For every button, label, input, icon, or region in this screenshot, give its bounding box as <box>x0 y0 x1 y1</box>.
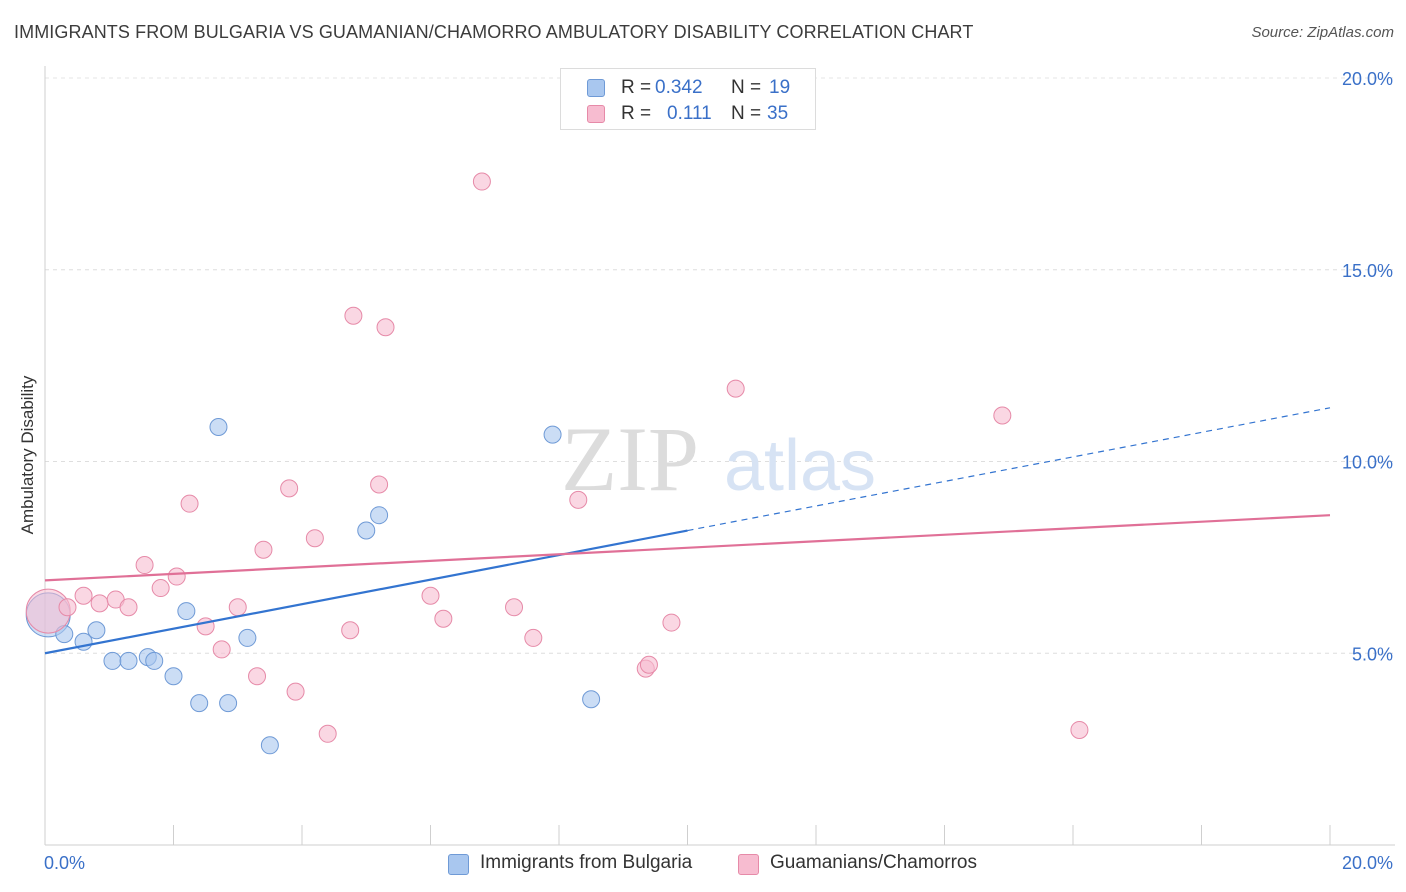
y-tick-label: 10.0% <box>1342 453 1393 473</box>
tick-labels: 5.0% 10.0% 15.0% 20.0% 0.0% 20.0% <box>44 69 1393 873</box>
point-guamanian <box>254 540 273 559</box>
watermark: ZIP atlas <box>561 408 876 510</box>
point-bulgaria <box>177 602 196 621</box>
chart-title: IMMIGRANTS FROM BULGARIA VS GUAMANIAN/CH… <box>14 22 974 42</box>
point-guamanian <box>228 598 247 617</box>
legend-n-value: 35 <box>767 103 789 124</box>
point-guamanian <box>370 475 389 494</box>
y-axis-label: Ambulatory Disability <box>18 375 37 535</box>
legend-label-guamanian: Guamanians/Chamorros <box>770 852 977 873</box>
point-guamanian <box>376 318 395 337</box>
axes <box>44 66 1395 846</box>
legend-n-value: 19 <box>769 77 791 98</box>
point-guamanian <box>639 655 658 674</box>
point-guamanian <box>341 621 360 640</box>
point-guamanian <box>344 306 363 325</box>
point-guamanian <box>524 628 543 647</box>
trend-line-bulgaria <box>44 529 688 655</box>
point-guamanian <box>726 379 745 398</box>
point-guamanian <box>280 479 299 498</box>
y-tick-label: 15.0% <box>1342 261 1393 281</box>
point-guamanian <box>1070 720 1089 739</box>
point-bulgaria <box>164 667 183 686</box>
point-guamanian <box>58 598 77 617</box>
point-guamanian <box>248 667 267 686</box>
legend-swatch-guamanian <box>587 105 605 123</box>
point-bulgaria <box>582 690 601 709</box>
point-guamanian <box>305 529 324 548</box>
point-guamanian <box>286 682 305 701</box>
legend-r-label: R = <box>621 77 652 98</box>
point-guamanian <box>167 567 186 586</box>
point-bulgaria <box>103 651 122 670</box>
watermark-atlas: atlas <box>724 426 876 506</box>
source-label: Source: ZipAtlas.com <box>1251 24 1394 41</box>
point-guamanian <box>318 724 337 743</box>
point-guamanian <box>662 613 681 632</box>
correlation-legend: R = 0.342 N = 19 R = 0.111 N = 35 <box>560 68 816 130</box>
trend-lines <box>44 407 1331 655</box>
point-guamanian <box>135 556 154 575</box>
legend-swatch-bulgaria <box>448 854 469 875</box>
legend-n-label: N = <box>731 103 762 124</box>
point-bulgaria <box>219 694 238 713</box>
data-points <box>25 172 1089 755</box>
point-bulgaria <box>543 425 562 444</box>
point-bulgaria <box>370 506 389 525</box>
point-bulgaria <box>260 736 279 755</box>
trend-line-guamanian <box>44 514 1331 582</box>
point-guamanian <box>993 406 1012 425</box>
point-guamanian <box>569 490 588 509</box>
point-guamanian <box>472 172 491 191</box>
point-guamanian <box>421 586 440 605</box>
point-bulgaria <box>357 521 376 540</box>
y-tick-label: 5.0% <box>1352 644 1393 664</box>
y-tick-label: 20.0% <box>1342 69 1393 89</box>
legend-r-value: 0.111 <box>667 103 712 124</box>
legend-r-value: 0.342 <box>655 77 703 98</box>
legend-swatch-guamanian <box>738 854 759 875</box>
x-tick-label: 20.0% <box>1342 853 1393 873</box>
point-bulgaria <box>238 628 257 647</box>
point-guamanian <box>151 579 170 598</box>
point-guamanian <box>119 598 138 617</box>
legend-r-label: R = <box>621 103 652 124</box>
point-guamanian <box>180 494 199 513</box>
legend-swatch-bulgaria <box>587 79 605 97</box>
gridlines <box>45 77 1395 654</box>
point-guamanian <box>74 586 93 605</box>
legend-label-bulgaria: Immigrants from Bulgaria <box>480 852 693 873</box>
point-bulgaria <box>119 651 138 670</box>
point-guamanian <box>90 594 109 613</box>
point-guamanian <box>434 609 453 628</box>
point-bulgaria <box>145 651 164 670</box>
point-guamanian <box>505 598 524 617</box>
legend-n-label: N = <box>731 77 762 98</box>
point-bulgaria <box>209 417 228 436</box>
point-bulgaria <box>190 694 209 713</box>
point-bulgaria <box>87 621 106 640</box>
x-tick-label: 0.0% <box>44 853 85 873</box>
point-guamanian <box>212 640 231 659</box>
